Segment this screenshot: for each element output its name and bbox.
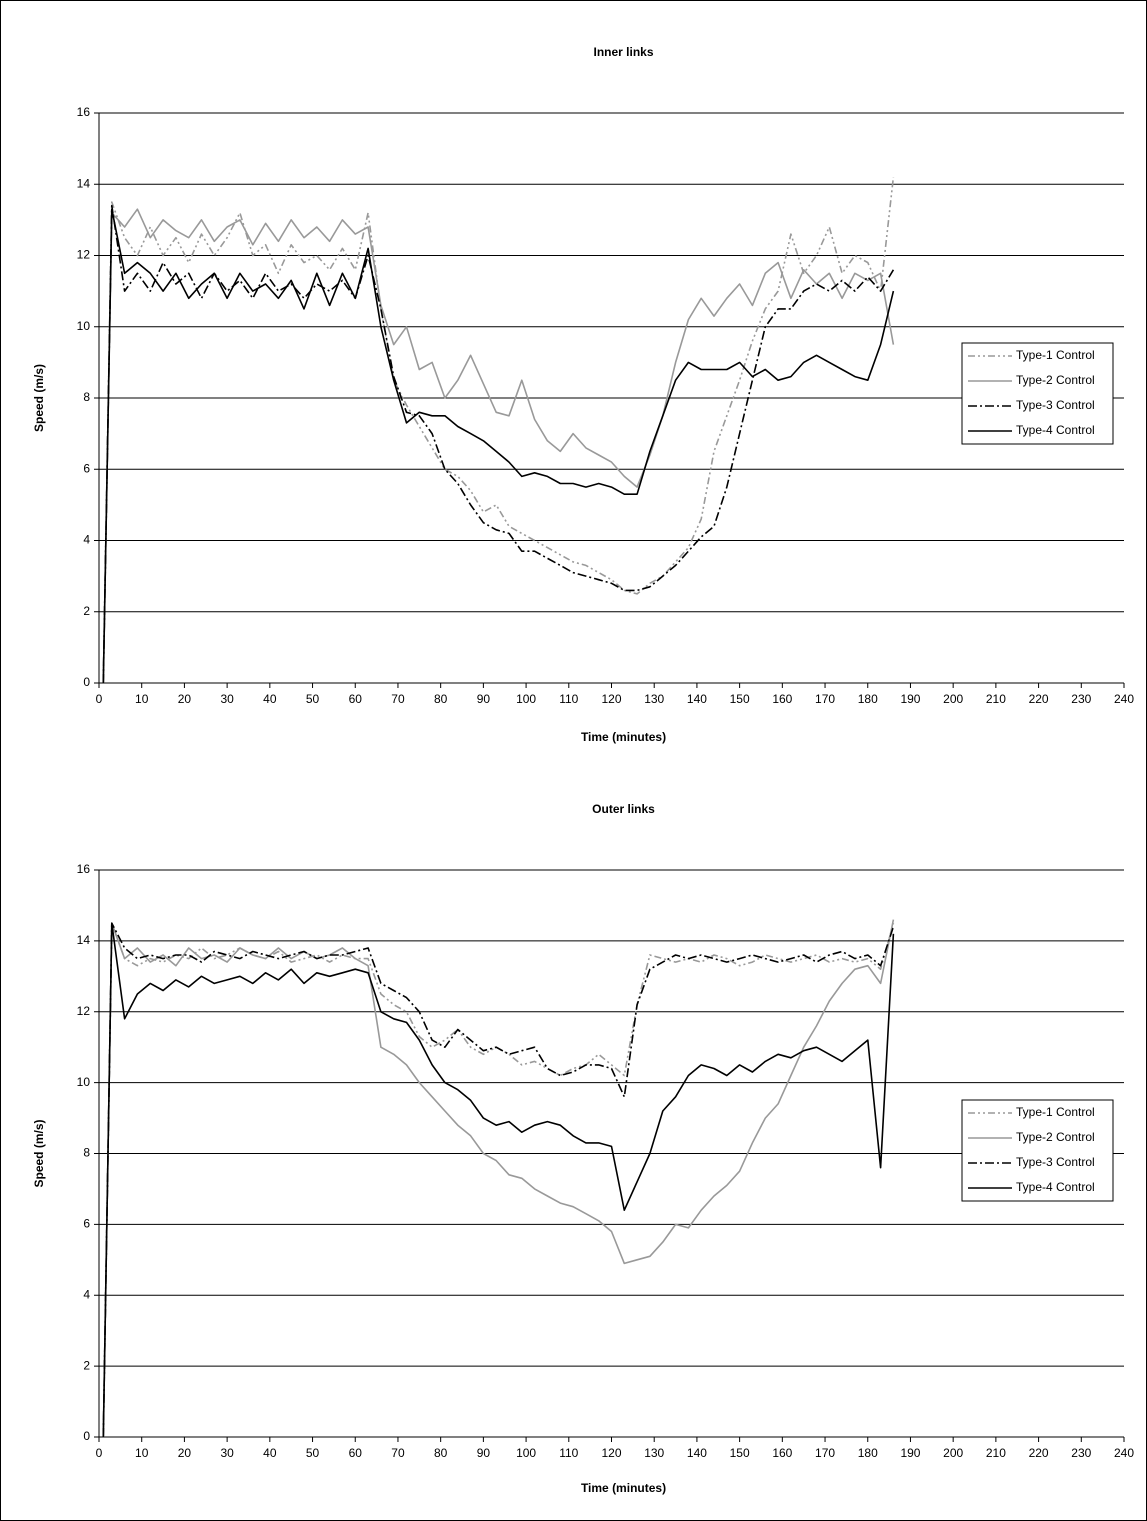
x-tick-label: 150 [730, 1446, 750, 1460]
series-line [102, 177, 895, 684]
y-tick-label: 16 [77, 862, 91, 876]
x-tick-label: 70 [391, 692, 405, 706]
y-tick-label: 16 [77, 105, 91, 119]
x-tick-label: 230 [1071, 692, 1091, 706]
y-tick-label: 2 [83, 1358, 90, 1372]
y-tick-label: 2 [83, 604, 90, 618]
x-tick-label: 70 [391, 1446, 405, 1460]
x-tick-label: 120 [601, 692, 621, 706]
x-tick-label: 120 [601, 1446, 621, 1460]
chart-title: Outer links [592, 802, 655, 816]
x-axis-label: Time (minutes) [581, 1481, 666, 1495]
series-line [102, 922, 895, 1438]
legend-label: Type-4 Control [1016, 423, 1095, 437]
series-line [102, 922, 895, 1438]
y-tick-label: 0 [83, 675, 90, 689]
x-tick-label: 60 [349, 1446, 363, 1460]
y-tick-label: 12 [77, 1004, 91, 1018]
chart-title: Inner links [593, 45, 653, 59]
x-tick-label: 140 [687, 692, 707, 706]
y-tick-label: 10 [77, 1075, 91, 1089]
x-tick-label: 10 [135, 1446, 149, 1460]
x-tick-label: 110 [559, 692, 578, 706]
series-line [102, 919, 895, 1438]
x-tick-label: 30 [220, 692, 234, 706]
x-tick-label: 190 [900, 1446, 920, 1460]
x-tick-label: 10 [135, 692, 149, 706]
legend-label: Type-3 Control [1016, 1155, 1095, 1169]
x-tick-label: 170 [815, 692, 835, 706]
y-tick-label: 4 [83, 1287, 90, 1301]
y-tick-label: 8 [83, 1146, 90, 1160]
x-tick-label: 40 [263, 692, 277, 706]
x-tick-label: 110 [559, 1446, 578, 1460]
x-tick-label: 30 [220, 1446, 234, 1460]
x-tick-label: 220 [1029, 1446, 1049, 1460]
x-tick-label: 60 [349, 692, 363, 706]
x-tick-label: 160 [772, 692, 792, 706]
x-tick-label: 20 [178, 1446, 192, 1460]
x-tick-label: 180 [858, 692, 878, 706]
x-tick-label: 80 [434, 1446, 448, 1460]
x-axis-label: Time (minutes) [581, 730, 666, 744]
y-tick-label: 6 [83, 1217, 90, 1231]
legend-box [961, 342, 1114, 445]
x-tick-label: 240 [1114, 1446, 1134, 1460]
y-tick-label: 14 [77, 933, 91, 947]
x-tick-label: 90 [477, 692, 491, 706]
y-tick-label: 4 [83, 533, 90, 547]
y-tick-label: 0 [83, 1429, 90, 1443]
x-tick-label: 50 [306, 692, 320, 706]
y-axis-label: Speed (m/s) [32, 364, 46, 432]
x-tick-label: 90 [477, 1446, 491, 1460]
legend-label: Type-1 Control [1016, 348, 1095, 362]
x-tick-label: 130 [644, 1446, 664, 1460]
y-axis-label: Speed (m/s) [32, 1119, 46, 1187]
series-line [102, 208, 895, 684]
y-tick-label: 12 [77, 248, 91, 262]
y-tick-label: 10 [77, 319, 91, 333]
x-tick-label: 160 [772, 1446, 792, 1460]
x-tick-label: 150 [730, 692, 750, 706]
x-tick-label: 100 [516, 692, 536, 706]
x-tick-label: 40 [263, 1446, 277, 1460]
legend-label: Type-3 Control [1016, 398, 1095, 412]
x-tick-label: 190 [900, 692, 920, 706]
legend-label: Type-1 Control [1016, 1105, 1095, 1119]
x-tick-label: 180 [858, 1446, 878, 1460]
x-tick-label: 100 [516, 1446, 536, 1460]
y-tick-label: 14 [77, 176, 91, 190]
y-tick-label: 6 [83, 461, 90, 475]
x-tick-label: 200 [943, 692, 963, 706]
legend-label: Type-2 Control [1016, 373, 1095, 387]
x-tick-label: 140 [687, 1446, 707, 1460]
x-tick-label: 20 [178, 692, 192, 706]
series-line [102, 204, 895, 684]
x-tick-label: 130 [644, 692, 664, 706]
legend-label: Type-2 Control [1016, 1130, 1095, 1144]
x-tick-label: 210 [986, 1446, 1006, 1460]
series-line [102, 208, 895, 684]
x-tick-label: 240 [1114, 692, 1134, 706]
legend-label: Type-4 Control [1016, 1180, 1095, 1194]
legend-box [961, 1099, 1114, 1202]
x-tick-label: 210 [986, 692, 1006, 706]
x-tick-label: 170 [815, 1446, 835, 1460]
x-tick-label: 200 [943, 1446, 963, 1460]
x-tick-label: 50 [306, 1446, 320, 1460]
x-tick-label: 220 [1029, 692, 1049, 706]
x-tick-label: 0 [96, 692, 103, 706]
x-tick-label: 0 [96, 1446, 103, 1460]
x-tick-label: 80 [434, 692, 448, 706]
y-tick-label: 8 [83, 390, 90, 404]
x-tick-label: 230 [1071, 1446, 1091, 1460]
